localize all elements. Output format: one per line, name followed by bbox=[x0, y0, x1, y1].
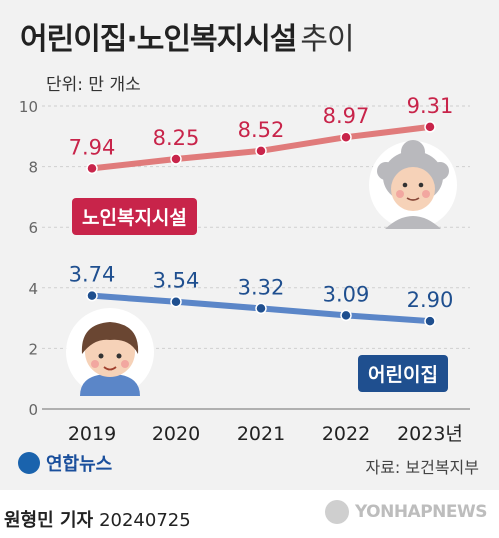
icon-layer bbox=[66, 140, 457, 396]
line-chart: 0 2 4 6 8 10 2019 2020 2021 2022 2023년 bbox=[19, 94, 470, 445]
y-tick-label: 10 bbox=[19, 98, 38, 116]
unit-label: 단위: 만 개소 bbox=[46, 75, 141, 95]
data-point bbox=[340, 131, 352, 143]
watermark: YONHAPNEWS bbox=[324, 500, 488, 524]
child-boy-icon bbox=[66, 308, 154, 396]
elderly-woman-icon bbox=[369, 140, 457, 229]
author-name: 원형민 기자 bbox=[4, 510, 94, 531]
data-label: 8.25 bbox=[153, 126, 200, 150]
data-label: 9.31 bbox=[407, 94, 454, 118]
logo-text: 연합뉴스 bbox=[46, 454, 113, 475]
watermark-logo-icon bbox=[324, 500, 349, 524]
data-label: 3.54 bbox=[153, 269, 200, 293]
data-point bbox=[424, 315, 436, 327]
data-point bbox=[424, 121, 436, 133]
data-label: 3.32 bbox=[238, 275, 285, 299]
y-tick-label: 8 bbox=[28, 159, 38, 177]
legend-badge-elderly: 노인복지시설 bbox=[72, 198, 197, 235]
publish-date: 20240725 bbox=[99, 510, 191, 531]
x-tick-label: 2022 bbox=[322, 423, 370, 445]
x-tick-label: 2020 bbox=[152, 423, 200, 445]
data-point bbox=[340, 309, 352, 322]
data-label: 8.97 bbox=[323, 104, 370, 128]
x-tick-label: 2023년 bbox=[397, 423, 463, 445]
watermark-text: YONHAPNEWS bbox=[354, 502, 488, 522]
data-label: 2.90 bbox=[407, 288, 454, 312]
data-point bbox=[255, 302, 267, 315]
page-title: 어린이집·노인복지시설 추이 bbox=[20, 14, 355, 58]
publisher-logo: 연합뉴스 bbox=[18, 450, 112, 476]
yonhap-logo-icon bbox=[18, 452, 40, 474]
x-tick-label: 2019 bbox=[68, 423, 116, 445]
y-tick-label: 0 bbox=[28, 401, 38, 419]
data-point bbox=[170, 295, 182, 308]
source-note: 자료: 보건복지부 bbox=[365, 458, 479, 477]
byline: 원형민 기자 20240725 bbox=[4, 506, 191, 532]
data-label: 8.52 bbox=[238, 118, 285, 142]
series-layer: 7.94 8.25 8.52 8.97 9.31 3.74 3.54 3.32 3.09 2.90 bbox=[69, 94, 454, 327]
legend-badge-childcare: 어린이집 bbox=[358, 355, 448, 392]
data-point bbox=[255, 145, 267, 157]
data-point bbox=[86, 289, 98, 302]
y-tick-label: 4 bbox=[28, 280, 38, 298]
data-label: 3.09 bbox=[323, 282, 370, 306]
data-point bbox=[170, 153, 182, 165]
title-main: 어린이집·노인복지시설 bbox=[20, 22, 297, 57]
data-label: 7.94 bbox=[69, 135, 116, 159]
data-point bbox=[86, 162, 98, 175]
y-tick-label: 6 bbox=[28, 219, 38, 237]
x-tick-label: 2021 bbox=[237, 423, 285, 445]
data-label: 3.74 bbox=[69, 263, 116, 287]
title-suffix: 추이 bbox=[300, 22, 354, 57]
y-tick-label: 2 bbox=[28, 340, 38, 358]
